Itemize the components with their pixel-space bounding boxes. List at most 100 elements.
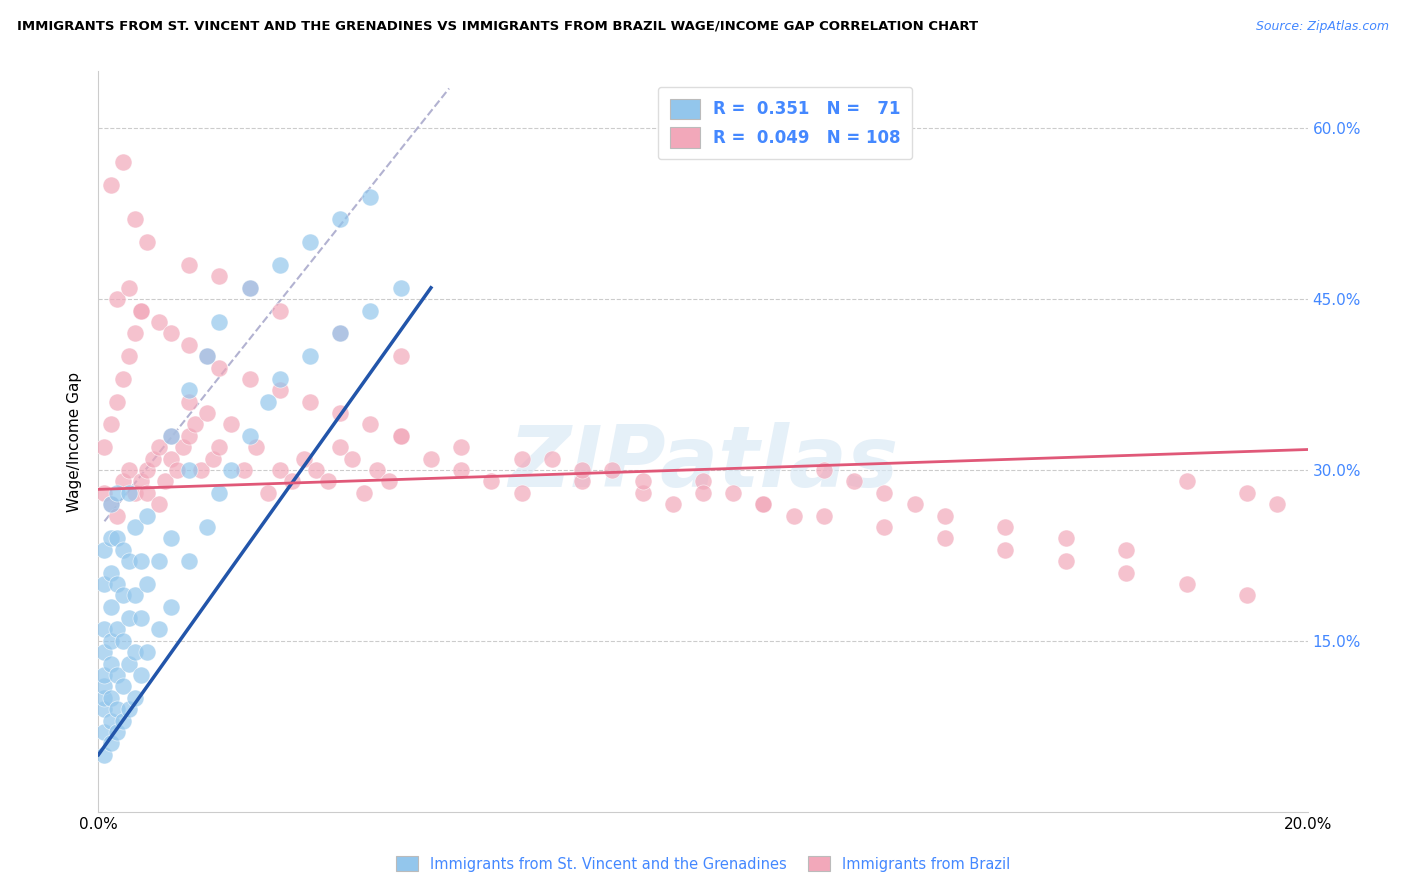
- Point: [208, 440, 231, 454]
- Point: [1236, 588, 1258, 602]
- Point: [813, 463, 835, 477]
- Point: [129, 303, 152, 318]
- Point: [179, 394, 201, 409]
- Point: [93, 702, 115, 716]
- Point: [118, 554, 141, 568]
- Point: [148, 623, 170, 637]
- Point: [450, 440, 472, 454]
- Point: [148, 440, 170, 454]
- Point: [118, 349, 141, 363]
- Point: [1054, 554, 1077, 568]
- Point: [111, 680, 134, 694]
- Point: [93, 440, 115, 454]
- Point: [752, 497, 775, 511]
- Point: [129, 475, 152, 489]
- Point: [105, 508, 128, 523]
- Point: [195, 520, 218, 534]
- Point: [299, 235, 322, 250]
- Point: [184, 417, 207, 432]
- Point: [256, 394, 278, 409]
- Point: [904, 497, 927, 511]
- Point: [360, 189, 382, 203]
- Point: [100, 497, 122, 511]
- Legend: R =  0.351   N =   71, R =  0.049   N = 108: R = 0.351 N = 71, R = 0.049 N = 108: [658, 87, 912, 160]
- Point: [353, 485, 375, 500]
- Point: [934, 508, 956, 523]
- Point: [100, 532, 122, 546]
- Point: [93, 485, 115, 500]
- Point: [124, 485, 146, 500]
- Point: [111, 714, 134, 728]
- Point: [994, 520, 1017, 534]
- Point: [100, 566, 122, 580]
- Point: [190, 463, 212, 477]
- Point: [135, 485, 157, 500]
- Point: [153, 475, 176, 489]
- Point: [160, 599, 183, 614]
- Point: [179, 258, 201, 272]
- Point: [148, 315, 170, 329]
- Point: [389, 349, 412, 363]
- Point: [129, 554, 152, 568]
- Point: [481, 475, 503, 489]
- Point: [118, 702, 141, 716]
- Point: [93, 725, 115, 739]
- Point: [93, 690, 115, 705]
- Point: [783, 508, 806, 523]
- Point: [202, 451, 225, 466]
- Point: [93, 747, 115, 762]
- Point: [124, 690, 146, 705]
- Point: [179, 463, 201, 477]
- Point: [208, 315, 231, 329]
- Point: [100, 599, 122, 614]
- Point: [329, 326, 352, 341]
- Point: [105, 623, 128, 637]
- Point: [93, 623, 115, 637]
- Point: [389, 429, 412, 443]
- Point: [160, 429, 183, 443]
- Point: [221, 463, 243, 477]
- Point: [389, 281, 412, 295]
- Point: [124, 212, 146, 227]
- Point: [93, 542, 115, 557]
- Point: [631, 475, 654, 489]
- Point: [420, 451, 443, 466]
- Point: [100, 690, 122, 705]
- Point: [179, 337, 201, 351]
- Point: [510, 451, 533, 466]
- Point: [111, 155, 134, 169]
- Point: [571, 475, 593, 489]
- Point: [160, 451, 183, 466]
- Point: [129, 668, 152, 682]
- Point: [118, 463, 141, 477]
- Point: [292, 451, 315, 466]
- Point: [245, 440, 267, 454]
- Y-axis label: Wage/Income Gap: Wage/Income Gap: [67, 371, 83, 512]
- Point: [111, 475, 134, 489]
- Point: [239, 281, 262, 295]
- Point: [105, 725, 128, 739]
- Point: [1175, 577, 1198, 591]
- Text: Source: ZipAtlas.com: Source: ZipAtlas.com: [1256, 20, 1389, 33]
- Point: [135, 235, 157, 250]
- Point: [135, 645, 157, 659]
- Point: [1236, 485, 1258, 500]
- Point: [172, 440, 194, 454]
- Point: [723, 485, 745, 500]
- Point: [208, 485, 231, 500]
- Point: [105, 394, 128, 409]
- Point: [105, 485, 128, 500]
- Point: [934, 532, 956, 546]
- Point: [100, 657, 122, 671]
- Text: ZIPatlas: ZIPatlas: [508, 422, 898, 505]
- Point: [160, 532, 183, 546]
- Point: [100, 417, 122, 432]
- Point: [111, 633, 134, 648]
- Point: [105, 577, 128, 591]
- Point: [105, 702, 128, 716]
- Point: [232, 463, 254, 477]
- Point: [450, 463, 472, 477]
- Point: [105, 668, 128, 682]
- Point: [135, 463, 157, 477]
- Point: [692, 485, 714, 500]
